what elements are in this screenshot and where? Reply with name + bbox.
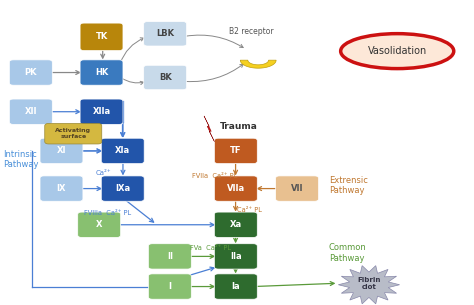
FancyBboxPatch shape	[45, 124, 102, 144]
Ellipse shape	[341, 34, 454, 69]
Text: Intrinsic
Pathway: Intrinsic Pathway	[3, 150, 39, 169]
FancyBboxPatch shape	[214, 138, 257, 163]
Text: II: II	[167, 252, 173, 261]
Text: LBK: LBK	[156, 29, 174, 38]
Text: Trauma: Trauma	[220, 122, 258, 131]
Text: Activating
surface: Activating surface	[55, 128, 91, 139]
Text: Ca²⁺ PL: Ca²⁺ PL	[237, 207, 262, 213]
FancyBboxPatch shape	[9, 99, 52, 124]
FancyBboxPatch shape	[101, 176, 144, 201]
Polygon shape	[204, 116, 214, 142]
FancyBboxPatch shape	[80, 60, 123, 85]
Text: TK: TK	[95, 32, 108, 41]
Text: Extrensic
Pathway: Extrensic Pathway	[329, 176, 368, 195]
Text: IXa: IXa	[115, 184, 130, 193]
Text: XI: XI	[57, 146, 66, 156]
Text: BK: BK	[159, 73, 172, 82]
Text: I: I	[168, 282, 171, 291]
Text: Fibrin
clot: Fibrin clot	[357, 277, 381, 290]
Text: IX: IX	[57, 184, 66, 193]
Text: HK: HK	[95, 68, 108, 77]
Text: IIa: IIa	[230, 252, 242, 261]
FancyBboxPatch shape	[214, 176, 257, 201]
Text: Vasolidation: Vasolidation	[368, 46, 427, 56]
Text: FVIIa  Ca²⁺ PL: FVIIa Ca²⁺ PL	[192, 173, 237, 179]
FancyBboxPatch shape	[276, 176, 319, 201]
FancyBboxPatch shape	[80, 99, 123, 124]
Text: VII: VII	[291, 184, 303, 193]
Text: XIa: XIa	[115, 146, 130, 156]
FancyBboxPatch shape	[40, 138, 83, 163]
Polygon shape	[338, 266, 400, 304]
Text: PK: PK	[25, 68, 37, 77]
Text: FVIIIa  Ca²⁺ PL: FVIIIa Ca²⁺ PL	[84, 210, 131, 216]
Text: X: X	[96, 220, 102, 229]
Text: XII: XII	[25, 107, 37, 116]
FancyBboxPatch shape	[80, 23, 123, 51]
FancyBboxPatch shape	[148, 274, 191, 299]
Text: XIIa: XIIa	[92, 107, 110, 116]
FancyBboxPatch shape	[101, 138, 144, 163]
FancyBboxPatch shape	[214, 274, 257, 299]
FancyBboxPatch shape	[148, 244, 191, 269]
FancyBboxPatch shape	[78, 212, 120, 237]
FancyBboxPatch shape	[40, 176, 83, 201]
Text: B2 receptor: B2 receptor	[229, 27, 273, 36]
FancyBboxPatch shape	[144, 22, 187, 46]
FancyBboxPatch shape	[144, 65, 187, 90]
Text: Ia: Ia	[231, 282, 240, 291]
Text: Common
Pathway: Common Pathway	[329, 243, 366, 263]
FancyBboxPatch shape	[9, 60, 52, 85]
Text: Ca²⁺: Ca²⁺	[96, 170, 111, 176]
Polygon shape	[240, 60, 276, 68]
Text: TF: TF	[230, 146, 242, 156]
FancyBboxPatch shape	[214, 244, 257, 269]
Text: VIIa: VIIa	[227, 184, 245, 193]
Text: FVa  Ca²⁺ PL: FVa Ca²⁺ PL	[190, 245, 231, 251]
FancyBboxPatch shape	[214, 212, 257, 237]
Text: Xa: Xa	[230, 220, 242, 229]
